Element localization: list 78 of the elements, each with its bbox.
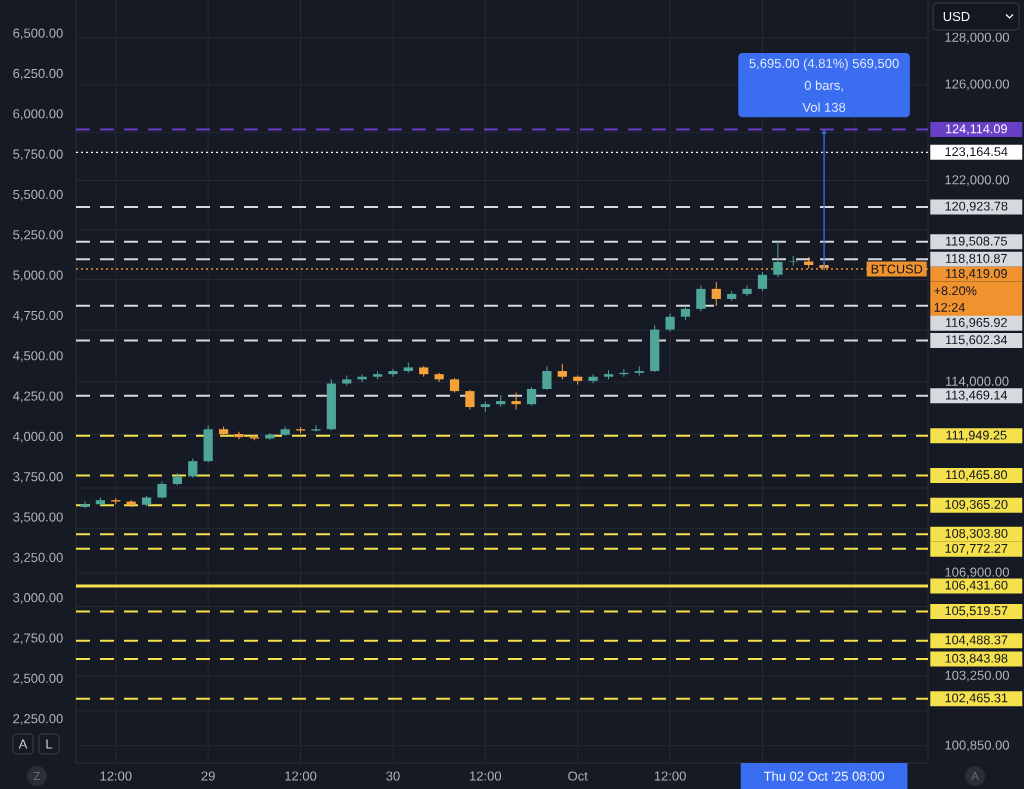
y2-tick-label: 122,000.00 — [945, 175, 1010, 186]
candlestick — [588, 373, 598, 384]
annotation: 0 bars, — [804, 80, 843, 92]
text: USD — [943, 11, 970, 22]
text: Z — [33, 772, 41, 780]
y-tick-label: 2,500.00 — [13, 673, 63, 685]
ref-line-label: 103,843.98 — [945, 653, 1008, 665]
candlestick — [465, 389, 475, 410]
ref-line-label: 102,465.31 — [945, 693, 1008, 704]
ref-line-label: 111,949.25 — [946, 430, 1007, 442]
y-tick-label: 5,000.00 — [13, 270, 63, 282]
y-tick-label: 2,750.00 — [13, 633, 63, 645]
candlestick — [311, 424, 321, 433]
y-tick-label: 4,750.00 — [12, 310, 63, 322]
text: A — [971, 772, 979, 780]
text: A — [18, 739, 28, 749]
candlestick — [542, 365, 552, 391]
y-tick-label: 4,500.00 — [12, 351, 63, 362]
y-tick-label: 3,500.00 — [13, 512, 63, 524]
candlestick — [757, 271, 768, 292]
ref-line-label: 124,114.09 — [946, 124, 1007, 135]
y-tick-label: 2,250.00 — [13, 714, 63, 725]
text: L — [46, 739, 53, 749]
y-tick-label: 5,250.00 — [13, 230, 63, 241]
ref-line-label: 118,419.09 — [946, 268, 1007, 280]
y-tick-label: 3,750.00 — [13, 472, 63, 483]
ref-line-label: 120,923.78 — [945, 201, 1008, 213]
y2-tick-label: 126,000.00 — [945, 79, 1010, 91]
ref-line-label: 105,519.57 — [945, 606, 1008, 617]
ref-line-label: 119,508.75 — [946, 236, 1007, 248]
y-tick-label: 4,250.00 — [12, 391, 63, 403]
x-tick-label: Oct — [568, 771, 588, 781]
candlestick — [188, 457, 198, 479]
annotation: Vol 138 — [802, 102, 846, 112]
candlestick — [696, 285, 706, 312]
y-tick-label: 5,500.00 — [13, 189, 63, 201]
y-tick-label: 6,250.00 — [13, 68, 63, 80]
y-tick-label: 3,250.00 — [13, 552, 63, 564]
x-tick-label: 12:00 — [470, 771, 502, 781]
candlestick — [511, 391, 521, 410]
y2-tick-label: 114,000.00 — [945, 376, 1009, 388]
ref-line-label: 107,772.27 — [945, 543, 1008, 555]
ref-line-label: 113,469.14 — [946, 390, 1008, 402]
y2-tick-label: 103,250.00 — [945, 670, 1010, 682]
y2-tick-label: 106,900.00 — [945, 567, 1010, 579]
ref-line-label: 118,810.87 — [946, 253, 1007, 265]
annotation: BTCUSD — [871, 264, 923, 274]
ref-line-label: 104,488.37 — [945, 635, 1008, 646]
ref-line-label: 110,465.80 — [946, 470, 1007, 481]
ref-line-label: 123,164.54 — [945, 147, 1008, 158]
ref-line-label: 109,365.20 — [945, 499, 1008, 511]
y-tick-label: 5,750.00 — [13, 149, 63, 161]
y2-tick-label: 128,000.00 — [945, 32, 1010, 44]
x-tick-label: 30 — [386, 771, 400, 781]
y-tick-label: 6,000.00 — [13, 109, 63, 120]
text: 12:24 — [934, 302, 965, 312]
candlestick — [742, 285, 752, 297]
text: +8.20% — [934, 286, 977, 296]
candlestick — [711, 281, 721, 307]
text: Thu 02 Oct '25 08:00 — [763, 771, 885, 781]
x-tick-label: 12:00 — [100, 771, 132, 781]
y-tick-label: 6,500.00 — [13, 28, 63, 40]
candlestick — [526, 386, 537, 406]
candlestick — [788, 255, 798, 267]
annotation: 5,695.00 (4.81%) 569,500 — [749, 58, 899, 71]
ref-line-label: 115,602.34 — [946, 335, 1008, 346]
ref-line-label: 108,303.80 — [945, 528, 1008, 540]
candlestick — [388, 368, 398, 378]
y2-tick-label: 100,850.00 — [945, 740, 1010, 752]
candlestick — [234, 431, 244, 440]
y-tick-label: 4,000.00 — [12, 431, 63, 443]
candlestick — [773, 240, 783, 278]
x-tick-label: 29 — [201, 771, 215, 781]
ref-line-label: 106,431.60 — [945, 580, 1008, 592]
x-tick-label: 12:00 — [285, 771, 317, 781]
ref-line-label: 116,965.92 — [946, 317, 1007, 329]
x-tick-label: 12:00 — [654, 771, 686, 781]
y-tick-label: 3,000.00 — [13, 593, 63, 604]
